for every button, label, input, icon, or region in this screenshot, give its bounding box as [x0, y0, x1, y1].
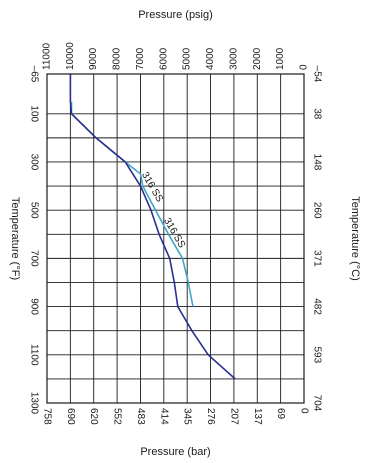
bottom-tick-label: 207 — [228, 408, 239, 425]
left-tick-label: 300 — [29, 154, 40, 171]
top-tick-label: 10000 — [65, 42, 76, 70]
bottom-tick-label: 137 — [252, 408, 263, 425]
top-tick-label: 9000 — [88, 47, 99, 70]
bottom-tick-label: 690 — [65, 408, 76, 425]
right-tick-label: 704 — [312, 395, 323, 412]
top-tick-label: 11000 — [42, 42, 53, 70]
left-axis-title: Temperature (°F) — [9, 197, 21, 280]
tick-labels: 0 0 1000 69 2000 137 3000 207 4000 276 5000 345 6000… — [29, 42, 323, 425]
top-axis-title: Pressure (psig) — [138, 9, 213, 21]
bottom-axis-title: Pressure (bar) — [140, 446, 210, 458]
left-tick-label: 100 — [29, 105, 40, 122]
series-line-1 — [69, 74, 236, 380]
left-tick-label: 500 — [29, 202, 40, 219]
right-tick-label: 593 — [312, 346, 323, 363]
bottom-tick-label: 414 — [158, 408, 169, 425]
bottom-tick-label: 483 — [135, 408, 146, 425]
bottom-tick-label: 758 — [42, 408, 53, 425]
right-tick-label: 482 — [312, 298, 323, 315]
plot-frame — [46, 73, 305, 404]
bottom-tick-label: 345 — [182, 408, 193, 425]
left-tick-label: –65 — [29, 66, 40, 83]
right-tick-label: 260 — [312, 202, 323, 219]
left-tick-label: 900 — [29, 298, 40, 315]
top-tick-label: 0 — [299, 64, 310, 70]
left-tick-label: 700 — [29, 250, 40, 267]
bottom-tick-label: 552 — [112, 408, 123, 425]
left-tick-label: 1300 — [29, 392, 40, 415]
right-tick-label: 148 — [312, 154, 323, 171]
top-tick-label: 4000 — [205, 47, 216, 70]
right-tick-label: 38 — [312, 108, 323, 120]
right-tick-label: 371 — [312, 250, 323, 267]
top-tick-label: 5000 — [182, 47, 193, 70]
right-tick-label: –54 — [312, 66, 323, 83]
top-tick-label: 6000 — [158, 47, 169, 70]
bottom-tick-label: 620 — [88, 408, 99, 425]
top-tick-label: 3000 — [228, 47, 239, 70]
top-tick-label: 7000 — [135, 47, 146, 70]
top-tick-label: 2000 — [252, 47, 263, 70]
bottom-tick-label: 0 — [299, 408, 310, 414]
series-lines — [69, 74, 236, 380]
top-tick-label: 8000 — [112, 47, 123, 70]
right-axis-title: Temperature (°C) — [349, 196, 361, 280]
bottom-tick-label: 69 — [275, 408, 286, 420]
left-tick-label: 1100 — [29, 344, 40, 366]
top-tick-label: 1000 — [275, 47, 286, 70]
bottom-tick-label: 276 — [205, 408, 216, 425]
